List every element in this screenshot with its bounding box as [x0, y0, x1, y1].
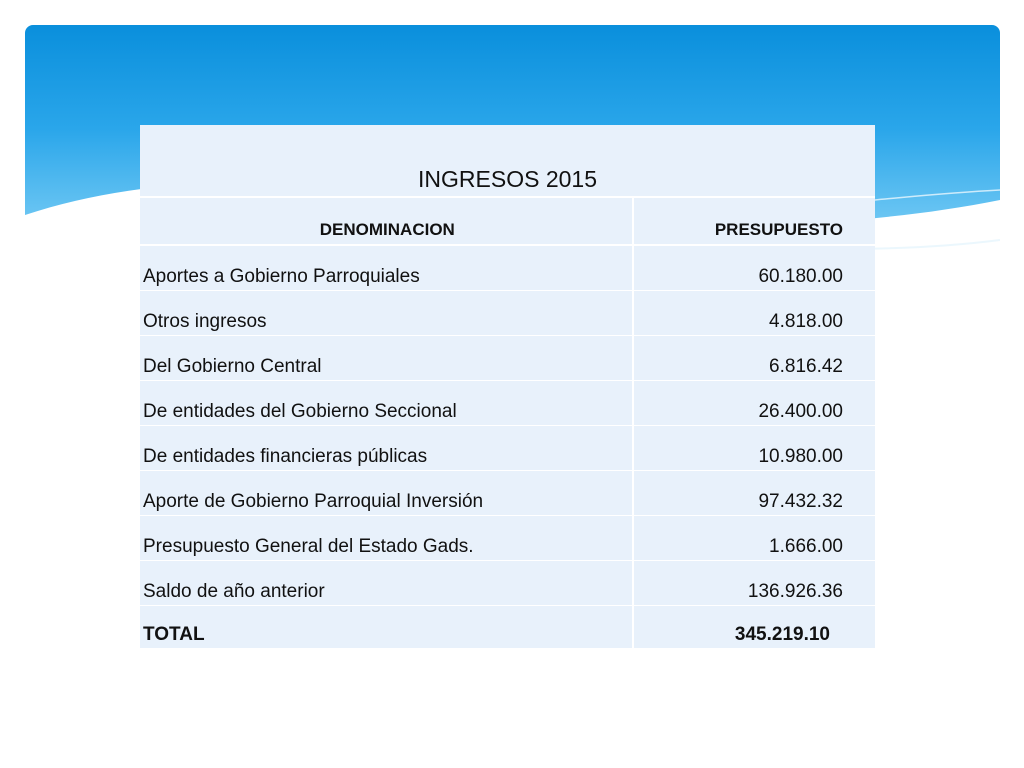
row-amount: 136.926.36 [633, 561, 875, 606]
table-row: De entidades financieras públicas 10.980… [140, 426, 875, 471]
row-name: Presupuesto General del Estado Gads. [140, 516, 634, 561]
row-amount: 1.666.00 [633, 516, 875, 561]
table-row: Otros ingresos 4.818.00 [140, 291, 875, 336]
table-row: Aporte de Gobierno Parroquial Inversión … [140, 471, 875, 516]
row-name: Del Gobierno Central [140, 336, 634, 381]
row-name: De entidades financieras públicas [140, 426, 634, 471]
row-amount: 26.400.00 [633, 381, 875, 426]
total-amount: 345.219.10 [633, 606, 875, 649]
income-table: INGRESOS 2015 DENOMINACION PRESUPUESTO A… [140, 125, 875, 649]
header-denominacion: DENOMINACION [140, 198, 634, 246]
row-name: Aporte de Gobierno Parroquial Inversión [140, 471, 634, 516]
row-amount: 60.180.00 [633, 246, 875, 291]
table-total-row: TOTAL 345.219.10 [140, 606, 875, 649]
row-name: Aportes a Gobierno Parroquiales [140, 246, 634, 291]
table-row: Saldo de año anterior 136.926.36 [140, 561, 875, 606]
table-row: Aportes a Gobierno Parroquiales 60.180.0… [140, 246, 875, 291]
table-title-row: INGRESOS 2015 [140, 125, 875, 198]
row-amount: 6.816.42 [633, 336, 875, 381]
row-amount: 97.432.32 [633, 471, 875, 516]
row-name: Otros ingresos [140, 291, 634, 336]
table-header-row: DENOMINACION PRESUPUESTO [140, 198, 875, 246]
total-label: TOTAL [140, 606, 634, 649]
row-name: De entidades del Gobierno Seccional [140, 381, 634, 426]
table-title: INGRESOS 2015 [140, 125, 875, 198]
row-name: Saldo de año anterior [140, 561, 634, 606]
table-row: Del Gobierno Central 6.816.42 [140, 336, 875, 381]
table-row: De entidades del Gobierno Seccional 26.4… [140, 381, 875, 426]
header-presupuesto: PRESUPUESTO [633, 198, 875, 246]
row-amount: 10.980.00 [633, 426, 875, 471]
row-amount: 4.818.00 [633, 291, 875, 336]
table-row: Presupuesto General del Estado Gads. 1.6… [140, 516, 875, 561]
